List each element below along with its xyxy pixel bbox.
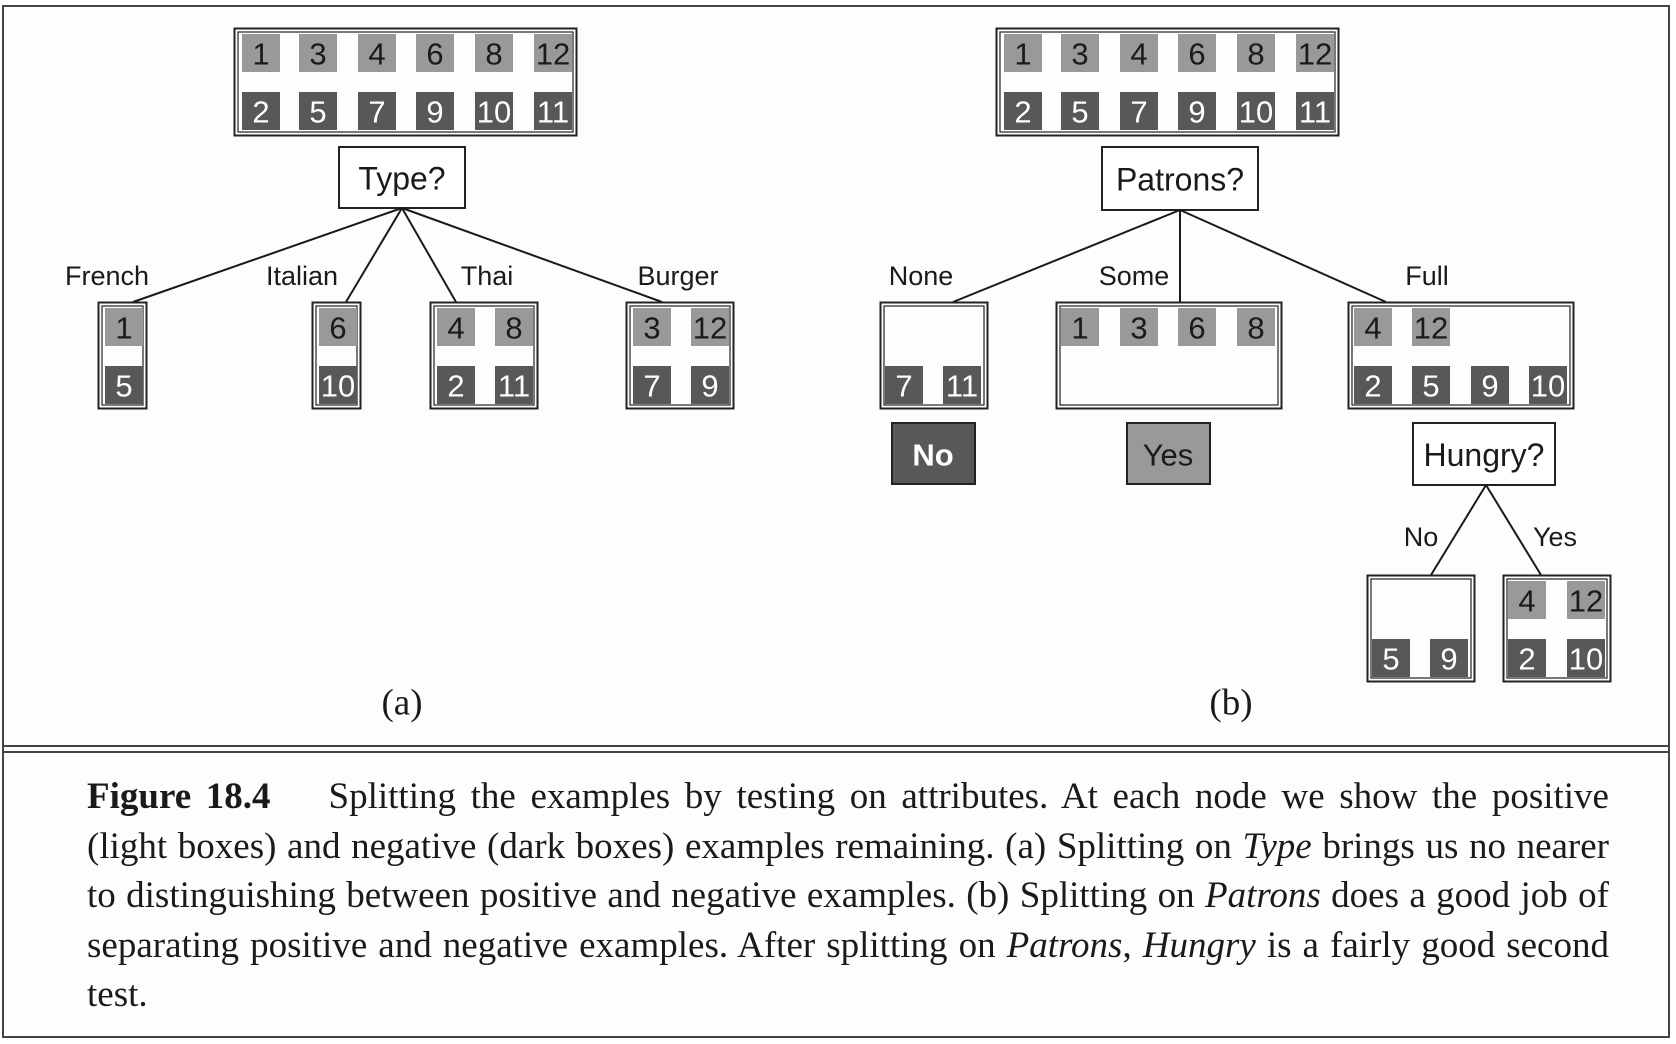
- negative-example-label: 10: [321, 369, 355, 404]
- negative-example-label: 5: [1422, 369, 1439, 404]
- negative-example-label: 5: [115, 369, 132, 404]
- separator-bottom: [2, 751, 1670, 753]
- negative-example-label: 9: [1188, 95, 1205, 130]
- positive-example-label: 4: [1518, 584, 1535, 619]
- leaf-no-label: No: [912, 438, 953, 473]
- panel-a-branch-label: Burger: [637, 261, 718, 291]
- figure-caption: Figure 18.4 Splitting the examples by tes…: [87, 772, 1609, 1020]
- panel-b-branch-label: None: [889, 261, 954, 291]
- panel-b-test-patrons-label: Patrons?: [1116, 162, 1244, 198]
- negative-example-label: 11: [946, 369, 978, 404]
- positive-example-label: 12: [1414, 311, 1448, 346]
- panel-b-root-set: [997, 29, 1339, 136]
- negative-example-label: 7: [1130, 95, 1147, 130]
- branch-line: [402, 208, 456, 302]
- panel-a-branch-label: Italian: [266, 261, 338, 291]
- positive-example-label: 3: [643, 311, 660, 346]
- negative-example-label: 7: [895, 369, 912, 404]
- negative-example-label: 5: [1071, 95, 1088, 130]
- positive-example-label: 6: [329, 311, 346, 346]
- positive-example-label: 3: [1071, 37, 1088, 72]
- negative-example-label: 10: [1239, 95, 1273, 130]
- negative-example-label: 9: [426, 95, 443, 130]
- positive-example-label: 4: [447, 311, 464, 346]
- panel-b-sub-branch-label: No: [1404, 522, 1439, 552]
- negative-example-label: 10: [477, 95, 511, 130]
- panel-b-branch-label: Full: [1405, 261, 1449, 291]
- decision-tree-diagram: 1 3 4 6 8 122 5 7 9 10 11Type?French15Italian610Th…: [0, 0, 1676, 750]
- branch-line: [402, 208, 662, 302]
- negative-example-label: 5: [1382, 642, 1399, 677]
- positive-example-label: 12: [536, 37, 570, 72]
- positive-example-label: 4: [1364, 311, 1381, 346]
- separator-top: [2, 745, 1670, 747]
- positive-example-label: 4: [1130, 37, 1147, 72]
- positive-example-label: 1: [1071, 311, 1088, 346]
- negative-example-label: 7: [368, 95, 385, 130]
- negative-example-label: 5: [309, 95, 326, 130]
- negative-example-label: 11: [1299, 95, 1331, 130]
- panel-a-branch-label: French: [65, 261, 149, 291]
- positive-example-label: 8: [1247, 311, 1264, 346]
- caption-italic-term: Hungry: [1143, 925, 1256, 966]
- positive-example-label: 3: [309, 37, 326, 72]
- panel-b-test-hungry-label: Hungry?: [1424, 437, 1545, 473]
- caption-italic-term: Patrons: [1007, 925, 1123, 966]
- caption-italic-term: Type: [1243, 826, 1312, 867]
- positive-example-label: 8: [505, 311, 522, 346]
- positive-example-label: 8: [485, 37, 502, 72]
- branch-line: [346, 208, 402, 302]
- positive-example-label: 4: [368, 37, 385, 72]
- panel-b-branch-label: Some: [1099, 261, 1170, 291]
- panel-a-root-set: [235, 29, 577, 136]
- panel-a-root-set-inner: [238, 32, 573, 132]
- panel-a-label: (a): [381, 683, 422, 724]
- negative-example-label: 9: [701, 369, 718, 404]
- positive-example-label: 3: [1130, 311, 1147, 346]
- positive-example-label: 1: [1014, 37, 1031, 72]
- positive-example-label: 12: [1569, 584, 1603, 619]
- panel-b-label: (b): [1209, 683, 1252, 724]
- caption-text: Splitting the examples by testing on att…: [87, 776, 1609, 1015]
- positive-example-label: 6: [1188, 37, 1205, 72]
- negative-example-label: 2: [1014, 95, 1031, 130]
- leaf-yes-label: Yes: [1143, 438, 1194, 473]
- negative-example-label: 7: [643, 369, 660, 404]
- panel-a-test-type-label: Type?: [358, 161, 445, 197]
- negative-example-label: 11: [537, 95, 569, 130]
- negative-example-label: 10: [1569, 642, 1603, 677]
- negative-example-label: 10: [1531, 369, 1565, 404]
- negative-example-label: 2: [252, 95, 269, 130]
- panel-b-sub-branch-label: Yes: [1533, 522, 1577, 552]
- negative-example-label: 9: [1440, 642, 1457, 677]
- figure-label: Figure 18.4: [87, 776, 271, 817]
- positive-example-label: 1: [115, 311, 132, 346]
- panel-a-branch-label: Thai: [461, 261, 514, 291]
- positive-example-label: 6: [426, 37, 443, 72]
- panel-b-root-set-inner: [1000, 32, 1335, 132]
- negative-example-label: 2: [1364, 369, 1381, 404]
- negative-example-label: 11: [498, 369, 530, 404]
- negative-example-label: 2: [447, 369, 464, 404]
- positive-example-label: 1: [252, 37, 269, 72]
- branch-line: [1431, 485, 1486, 575]
- caption-italic-term: Patrons: [1205, 875, 1321, 916]
- positive-example-label: 6: [1188, 311, 1205, 346]
- positive-example-label: 12: [1298, 37, 1332, 72]
- positive-example-label: 8: [1247, 37, 1264, 72]
- negative-example-label: 9: [1481, 369, 1498, 404]
- positive-example-label: 12: [693, 311, 727, 346]
- branch-line: [1180, 210, 1386, 302]
- caption-segment: ,: [1122, 925, 1142, 966]
- negative-example-label: 2: [1518, 642, 1535, 677]
